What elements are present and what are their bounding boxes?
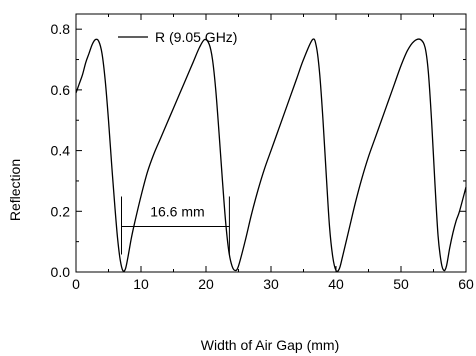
x-tick-label: 60 xyxy=(458,276,474,292)
y-tick-label: 0.8 xyxy=(51,21,71,37)
y-axis-label: Reflection xyxy=(7,159,23,221)
x-tick-label: 40 xyxy=(328,276,344,292)
x-tick-label: 20 xyxy=(198,276,214,292)
y-tick-label: 0.0 xyxy=(51,264,71,280)
legend-label: R (9.05 GHz) xyxy=(155,29,237,45)
annotation-label: 16.6 mm xyxy=(150,203,204,219)
y-tick-label: 0.2 xyxy=(51,203,71,219)
x-tick-label: 10 xyxy=(133,276,149,292)
y-tick-label: 0.4 xyxy=(51,143,71,159)
series-line xyxy=(75,38,467,273)
x-tick-label: 50 xyxy=(393,276,409,292)
y-tick-label: 0.6 xyxy=(51,82,71,98)
plot-frame xyxy=(75,13,467,273)
x-axis-label: Width of Air Gap (mm) xyxy=(201,337,339,353)
x-tick-label: 30 xyxy=(263,276,279,292)
x-tick-label: 0 xyxy=(72,276,80,292)
